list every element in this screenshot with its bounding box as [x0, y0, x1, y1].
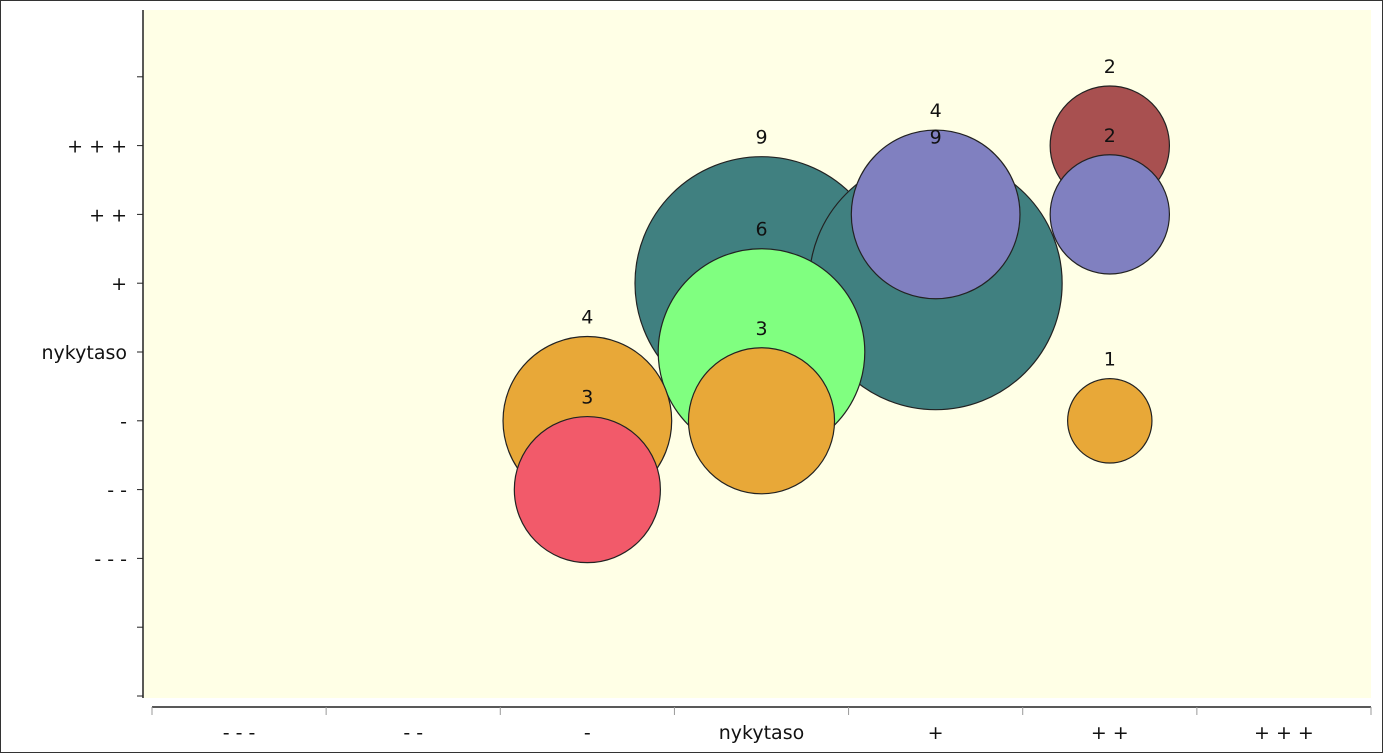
x-tick-label: nykytaso: [719, 722, 804, 744]
x-tick-label: + +: [1091, 722, 1129, 744]
bubble-value-label: 6: [755, 219, 767, 241]
x-tick-label: - -: [403, 722, 423, 744]
bubble-label-group: 9 9 6 3 4 3 4 2 2 1: [581, 56, 1116, 409]
bubble: [1067, 378, 1153, 464]
bubble: [850, 129, 1021, 300]
y-tick-label: +: [111, 273, 127, 295]
y-tick-label: + + +: [67, 136, 127, 158]
bubble-value-label: 4: [581, 306, 593, 328]
x-tick-label: + + +: [1254, 722, 1314, 744]
bubble-value-label: 3: [755, 318, 767, 340]
bubble-value-label: 1: [1104, 349, 1116, 371]
bubble: [687, 347, 836, 495]
x-tick-label: - - -: [223, 722, 256, 744]
bubble-value-label: 4: [930, 100, 942, 122]
bubble-value-label: 9: [755, 127, 767, 149]
bubble-value-label: 3: [581, 387, 593, 409]
x-tick-label: -: [584, 722, 591, 744]
bubble-value-label: 9: [930, 127, 942, 149]
bubble-value-label: 2: [1104, 125, 1116, 147]
bubble: [513, 415, 661, 564]
y-tick-label: - - -: [94, 548, 127, 570]
y-tick-label: - -: [107, 480, 127, 502]
x-axis: - - - - - - nykytaso + + + + + +: [151, 706, 1372, 744]
x-tick-label: +: [928, 722, 944, 744]
bubble-group: [502, 85, 1171, 564]
y-tick-label: + +: [89, 204, 127, 226]
bubble: [1049, 154, 1171, 275]
bubble-value-label: 2: [1104, 56, 1116, 78]
y-tick-label: -: [120, 411, 127, 433]
y-axis: - - - - - - nykytaso + + + + + +: [42, 10, 144, 698]
y-tick-label: nykytaso: [42, 342, 127, 364]
